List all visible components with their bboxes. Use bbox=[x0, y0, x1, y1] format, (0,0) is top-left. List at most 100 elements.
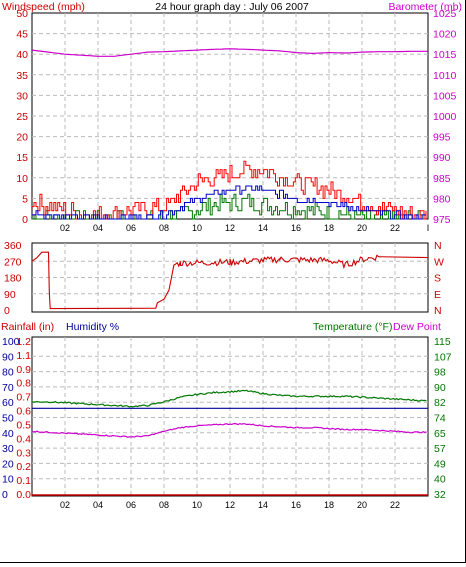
rainfall-axis-label: Rainfall (in) bbox=[1, 321, 54, 333]
climate-panel-x-tick-labels: 02 04 06 08 10 12 14 16 18 20 22 bbox=[60, 500, 400, 510]
direction-panel-grid bbox=[32, 243, 428, 312]
windspeed-tick: 30 bbox=[16, 90, 28, 102]
direction-compass-tick: N bbox=[434, 240, 442, 252]
humidity-tick: 100 bbox=[2, 336, 20, 348]
x-tick-label: 16 bbox=[291, 500, 301, 510]
humidity-tick: 40 bbox=[2, 428, 14, 440]
wind-panel-grid bbox=[32, 13, 428, 219]
windspeed-tick: 10 bbox=[16, 173, 28, 185]
x-tick-label: 08 bbox=[159, 500, 169, 510]
x-tick-label: 20 bbox=[357, 500, 367, 510]
rainfall-tick: 1.2 bbox=[16, 336, 31, 348]
direction-degree-tick: 360 bbox=[4, 240, 22, 252]
humidity-tick: 80 bbox=[2, 367, 14, 379]
windspeed-tick: 5 bbox=[22, 193, 28, 205]
x-end-tick-label: I bbox=[427, 223, 430, 233]
humidity-tick: 10 bbox=[2, 474, 14, 486]
windspeed-tick: 40 bbox=[16, 49, 28, 61]
humidity-axis-label: Humidity % bbox=[66, 321, 119, 333]
temperature-axis-label: Temperature (°F) bbox=[313, 321, 392, 333]
direction-degree-labels: 0 90 180 270 360 bbox=[4, 240, 22, 317]
x-tick-label: 18 bbox=[324, 223, 334, 233]
barometer-tick: 980 bbox=[433, 193, 451, 205]
wind-average-series bbox=[32, 185, 426, 220]
rainfall-tick-labels: 0.0 0.1 0.2 0.3 0.4 0.50.6 0.7 0.8 0.9 1.1 1.2 bbox=[16, 336, 31, 501]
barometer-tick: 1025 bbox=[433, 8, 457, 20]
x-tick-label: 02 bbox=[60, 223, 70, 233]
humidity-tick: 0 bbox=[2, 489, 8, 501]
windspeed-tick: 15 bbox=[16, 152, 28, 164]
humidity-tick: 90 bbox=[2, 351, 14, 363]
barometer-tick: 1010 bbox=[433, 70, 457, 82]
barometer-tick: 1015 bbox=[433, 49, 457, 61]
x-tick-label: 02 bbox=[60, 500, 70, 510]
x-tick-label: 14 bbox=[258, 223, 268, 233]
x-tick-label: 14 bbox=[258, 500, 268, 510]
direction-compass-tick: W bbox=[434, 256, 444, 268]
dewpoint-axis-label: Dew Point bbox=[393, 321, 441, 333]
barometer-tick: 985 bbox=[433, 173, 451, 185]
x-tick-label: 20 bbox=[357, 223, 367, 233]
x-tick-label: 04 bbox=[93, 500, 103, 510]
temperature-tick: 82 bbox=[434, 397, 446, 409]
direction-degree-tick: 180 bbox=[4, 273, 22, 285]
humidity-tick: 20 bbox=[2, 458, 14, 470]
x-tick-label: 12 bbox=[225, 500, 235, 510]
direction-degree-tick: 90 bbox=[4, 289, 16, 301]
x-tick-label: 10 bbox=[192, 223, 202, 233]
x-tick-label: 06 bbox=[126, 500, 136, 510]
barometer-tick: 1000 bbox=[433, 111, 457, 123]
direction-compass-tick: N bbox=[434, 305, 442, 317]
windspeed-tick: 20 bbox=[16, 132, 28, 144]
temperature-line bbox=[31, 389, 427, 408]
temperature-tick: 107 bbox=[434, 351, 452, 363]
x-tick-label: 18 bbox=[324, 500, 334, 510]
x-tick-label: 12 bbox=[225, 223, 235, 233]
rainfall-tick: 0.8 bbox=[16, 378, 31, 390]
barometer-tick: 1005 bbox=[433, 90, 457, 102]
direction-compass-tick: E bbox=[434, 289, 441, 301]
barometer-line bbox=[31, 48, 428, 57]
rainfall-tick: 0.4 bbox=[16, 433, 31, 445]
barometer-tick: 995 bbox=[433, 132, 451, 144]
windspeed-tick-labels: 0 5 10 15 20 25 30 35 40 45 50 bbox=[16, 8, 28, 226]
humidity-tick: 50 bbox=[2, 413, 14, 425]
humidity-tick: 60 bbox=[2, 397, 14, 409]
barometer-tick-labels: 975 980 985 990 995 1000 1005 1010 1015 1020 1025 bbox=[433, 8, 457, 226]
direction-compass-tick: S bbox=[434, 273, 441, 285]
temperature-tick: 115 bbox=[434, 336, 451, 348]
wind-direction-line bbox=[31, 251, 429, 310]
climate-panel-series bbox=[31, 389, 428, 496]
x-tick-label: 06 bbox=[126, 223, 136, 233]
barometer-tick: 990 bbox=[433, 152, 451, 164]
direction-degree-tick: 0 bbox=[4, 305, 10, 317]
rainfall-tick: 0.1 bbox=[16, 475, 31, 487]
x-tick-label: 22 bbox=[390, 500, 400, 510]
windspeed-tick: 50 bbox=[16, 8, 28, 20]
barometer-tick: 975 bbox=[433, 214, 451, 226]
rainfall-tick: 0.3 bbox=[16, 447, 31, 459]
x-tick-label: 08 bbox=[159, 223, 169, 233]
temperature-tick: 57 bbox=[434, 443, 446, 455]
wind-panel-x-tick-labels: 02 04 06 08 10 12 14 16 18 20 22 bbox=[60, 223, 400, 233]
humidity-tick: 70 bbox=[2, 382, 14, 394]
x-tick-label: 04 bbox=[93, 223, 103, 233]
temperature-tick: 49 bbox=[434, 458, 446, 470]
rainfall-tick: 0.9 bbox=[16, 364, 31, 376]
wind-panel-series bbox=[31, 48, 428, 220]
direction-degree-tick: 270 bbox=[4, 256, 22, 268]
temperature-tick-labels: 32 40 49 57 65 74 82 90 98 107 115 bbox=[434, 336, 452, 501]
windspeed-tick: 25 bbox=[16, 111, 28, 123]
x-tick-label: 16 bbox=[291, 223, 301, 233]
rainfall-tick: 0.6 bbox=[16, 406, 31, 418]
rainfall-tick: 1.1 bbox=[16, 350, 31, 362]
rainfall-tick: 0.7 bbox=[16, 392, 31, 404]
barometer-axis-label: Barometer (mb) bbox=[388, 1, 462, 13]
temperature-tick: 98 bbox=[434, 367, 446, 379]
dewpoint-line bbox=[31, 422, 427, 438]
windspeed-tick: 35 bbox=[16, 70, 28, 82]
temperature-tick: 90 bbox=[434, 382, 446, 394]
